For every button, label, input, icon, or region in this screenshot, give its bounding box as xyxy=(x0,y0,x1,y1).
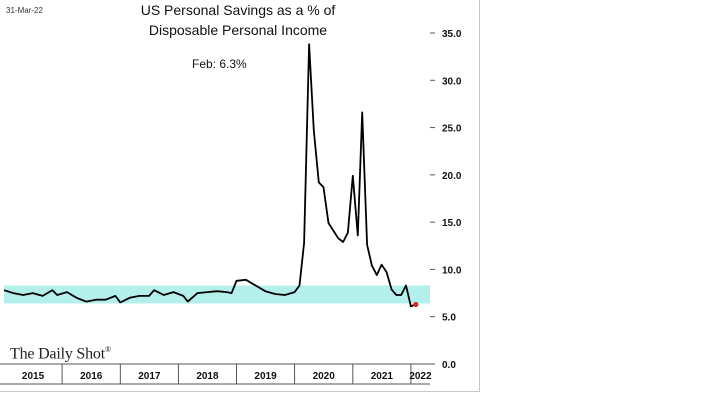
y-tick-label: 35.0 xyxy=(442,29,462,40)
y-tick-label: 30.0 xyxy=(442,76,462,87)
y-tick-label: 0.0 xyxy=(442,360,456,371)
x-tick-label: 2018 xyxy=(196,371,219,382)
source-logo-text: The Daily Shot xyxy=(10,345,105,363)
latest-value-annotation: Feb: 6.3% xyxy=(192,57,247,71)
x-tick-label: 2020 xyxy=(313,371,336,382)
source-logo-mark: ® xyxy=(104,345,111,354)
reference-band xyxy=(4,285,430,304)
y-tick-label: 20.0 xyxy=(442,171,462,182)
y-tick-label: 5.0 xyxy=(442,313,456,324)
chart-title-line-1: US Personal Savings as a % of xyxy=(140,2,336,18)
y-tick-label: 15.0 xyxy=(442,218,462,229)
x-tick-label: 2022 xyxy=(409,371,432,382)
chart-frame: 35.0 30.0 25.0 20.0 15.0 10.0 5.0 0.0 2015 2016 2… xyxy=(0,0,480,392)
y-tick-label: 25.0 xyxy=(442,124,462,135)
x-tick-label: 2017 xyxy=(138,371,161,382)
series-line xyxy=(3,43,417,308)
x-tick-label: 2021 xyxy=(371,371,394,382)
x-tick-label: 2015 xyxy=(22,371,45,382)
date-stamp: 31-Mar-22 xyxy=(6,6,43,15)
chart-canvas: 35.0 30.0 25.0 20.0 15.0 10.0 5.0 0.0 2015 2016 2… xyxy=(0,29,462,385)
x-tick-label: 2016 xyxy=(80,371,103,382)
source-logo: The Daily Shot® xyxy=(10,345,111,363)
chart-title-line-2: Disposable Personal Income xyxy=(148,22,328,38)
latest-value-marker xyxy=(413,301,419,308)
x-tick-label: 2019 xyxy=(254,371,277,382)
y-tick-label: 10.0 xyxy=(442,265,462,276)
